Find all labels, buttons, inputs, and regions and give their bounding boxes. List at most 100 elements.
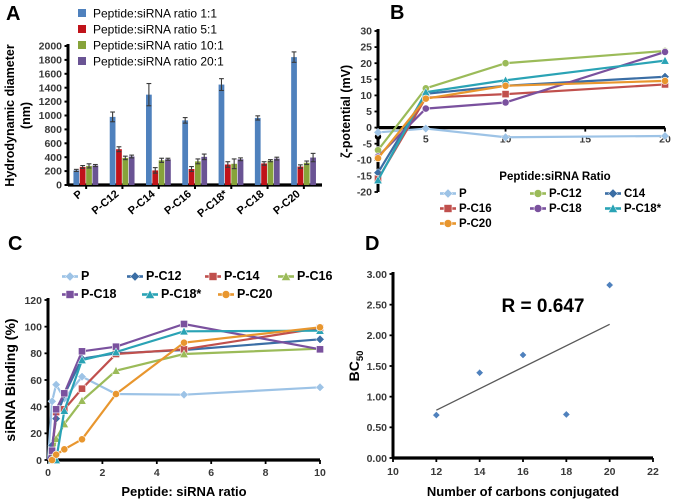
panel-b-chart: -20-15-10-50510152025305101520ζ-potentia… xyxy=(340,26,671,230)
svg-text:Hydrodynamic diameter: Hydrodynamic diameter xyxy=(3,44,17,187)
panel-c-x-tick-label: 0 xyxy=(45,467,51,479)
panel-b-series-line xyxy=(377,50,666,158)
svg-text:P-C14: P-C14 xyxy=(126,188,158,218)
panel-a-legend-label: Peptide:siRNA ratio 10:1 xyxy=(93,39,224,53)
panel-a-y-tick-label: 1800 xyxy=(39,55,63,67)
panel-b-x-tick-label: 15 xyxy=(579,134,591,146)
data-point-marker xyxy=(501,59,510,68)
data-point-marker xyxy=(59,405,69,415)
panel-a-bar xyxy=(165,159,171,185)
data-point-marker xyxy=(607,203,619,213)
data-point-marker xyxy=(78,435,86,444)
panel-c-y-tick-label: 80 xyxy=(30,348,42,360)
data-point-marker xyxy=(315,334,325,344)
panel-c-x-tick-label: 8 xyxy=(263,467,269,479)
data-point-marker xyxy=(501,132,511,142)
data-point-marker xyxy=(661,77,669,85)
panel-a-y-axis-title-units: (nm) xyxy=(19,102,33,129)
panel-b-y-tick-label: 10 xyxy=(360,90,372,102)
panel-a-legend-label: Peptide:siRNA ratio 1:1 xyxy=(93,7,217,21)
panel-b-y-axis-title: ζ-potential (mV) xyxy=(340,65,353,158)
panel-c-legend-label: P-C12 xyxy=(146,269,181,283)
panel-a-y-tick-label: 1000 xyxy=(39,110,63,122)
panel-d-y-tick-label: 3.00 xyxy=(367,269,388,281)
svg-text:siRNA Binding (%): siRNA Binding (%) xyxy=(2,318,18,441)
panel-a-y-tick-label: 200 xyxy=(44,166,62,178)
data-point-marker xyxy=(48,446,56,455)
data-point-marker xyxy=(112,390,120,398)
panel-a-bar xyxy=(195,161,201,185)
panel-a-x-tick-label: P-C16 xyxy=(162,188,194,217)
panel-d-x-tick-label: 14 xyxy=(474,466,486,478)
data-point-marker xyxy=(78,347,86,356)
svg-text:P-C16: P-C16 xyxy=(162,188,194,217)
panel-b-series-line xyxy=(377,79,666,159)
data-point-marker xyxy=(660,131,670,141)
svg-text:ζ-potential (mV): ζ-potential (mV) xyxy=(340,65,353,158)
panel-c-y-tick-label: 40 xyxy=(30,401,42,413)
panel-c: C 0 20 40 60 80 100 120 0 2 4 6 8 10 siRNA Binding (%… xyxy=(0,232,345,502)
panel-a-bar xyxy=(254,117,261,185)
panel-d-correlation-label: R = 0.647 xyxy=(502,296,585,317)
data-point-marker xyxy=(179,326,189,336)
panel-a-x-tick-label: P-C20 xyxy=(271,188,303,217)
panel-d-x-tick-label: 16 xyxy=(517,466,529,478)
panel-a-bar xyxy=(158,160,165,185)
panel-a-bar xyxy=(231,163,238,185)
panel-a-y-tick-label: 1200 xyxy=(39,96,63,108)
panel-c-x-tick-label: 2 xyxy=(99,467,105,479)
panel-a-bar xyxy=(122,157,129,185)
data-point-marker xyxy=(111,347,121,356)
data-point-marker xyxy=(501,90,510,99)
panel-a-x-tick-label: P xyxy=(72,188,85,202)
data-point-marker xyxy=(432,411,441,420)
data-point-marker xyxy=(373,175,383,184)
panel-c-chart: 0 20 40 60 80 100 120 0 2 4 6 8 10 siRNA Binding (%) P… xyxy=(2,269,332,499)
data-point-marker xyxy=(421,94,430,103)
data-point-marker xyxy=(443,219,453,228)
data-point-marker xyxy=(221,290,231,299)
data-point-marker xyxy=(77,355,87,364)
data-point-marker xyxy=(130,271,140,282)
panel-a-x-tick-label: P-C18 xyxy=(235,188,267,217)
panel-c-y-tick-label: 120 xyxy=(24,295,42,307)
panel-a-x-tick-label: P-C14 xyxy=(126,188,158,218)
panel-b-series-line xyxy=(377,83,666,180)
panel-a-bar xyxy=(303,162,310,185)
panel-b-y-tick-label: 0 xyxy=(366,122,372,134)
panel-a-bar xyxy=(182,120,189,185)
data-point-marker xyxy=(374,154,382,163)
panel-c-y-axis-title: siRNA Binding (%) xyxy=(2,318,18,441)
panel-c-x-axis-title: Peptide: siRNA ratio xyxy=(121,484,246,499)
data-point-marker xyxy=(77,395,87,405)
panel-d-x-axis-title: Number of carbons conjugated xyxy=(427,484,619,499)
panel-c-y-tick-label: 20 xyxy=(30,428,42,440)
data-point-marker xyxy=(52,405,61,414)
panel-b-y-tick-label: 20 xyxy=(360,58,372,70)
panel-b-y-tick-label: -5 xyxy=(363,138,372,150)
panel-d-y-axis-title: BC50 xyxy=(346,351,366,382)
panel-a-legend-label: Peptide:siRNA ratio 20:1 xyxy=(93,55,224,69)
data-point-marker xyxy=(48,456,56,464)
panel-a-bar xyxy=(92,165,99,185)
panel-c-x-tick-label: 4 xyxy=(154,467,160,479)
data-point-marker xyxy=(501,81,510,90)
panel-d-trendline xyxy=(436,323,610,411)
data-point-marker xyxy=(179,390,189,400)
data-point-marker xyxy=(179,349,189,358)
panel-a-y-axis-title: Hydrodynamic diameter xyxy=(3,44,17,187)
panel-b: B -20-15-10-50510152025305101520ζ-potent… xyxy=(340,0,675,232)
panel-b-y-tick-label: 30 xyxy=(360,26,372,38)
data-point-marker xyxy=(316,345,324,354)
data-point-marker xyxy=(51,380,61,390)
panel-b-legend-title: Peptide:siRNA Ratio xyxy=(499,171,610,183)
panel-d-x-tick-label: 20 xyxy=(604,466,616,478)
panel-b-y-tick-label: -20 xyxy=(357,187,372,199)
panel-d-y-tick-label: 0.00 xyxy=(367,453,388,465)
data-point-marker xyxy=(208,272,218,281)
panel-d-chart: 0.00 0.50 1.00 1.50 2.00 2.50 3.00 10 12 14 16 18 20… xyxy=(346,269,659,499)
data-point-marker xyxy=(608,188,618,199)
panel-c-legend-label: P-C16 xyxy=(297,269,332,283)
panel-d-x-tick-label: 12 xyxy=(430,466,442,478)
